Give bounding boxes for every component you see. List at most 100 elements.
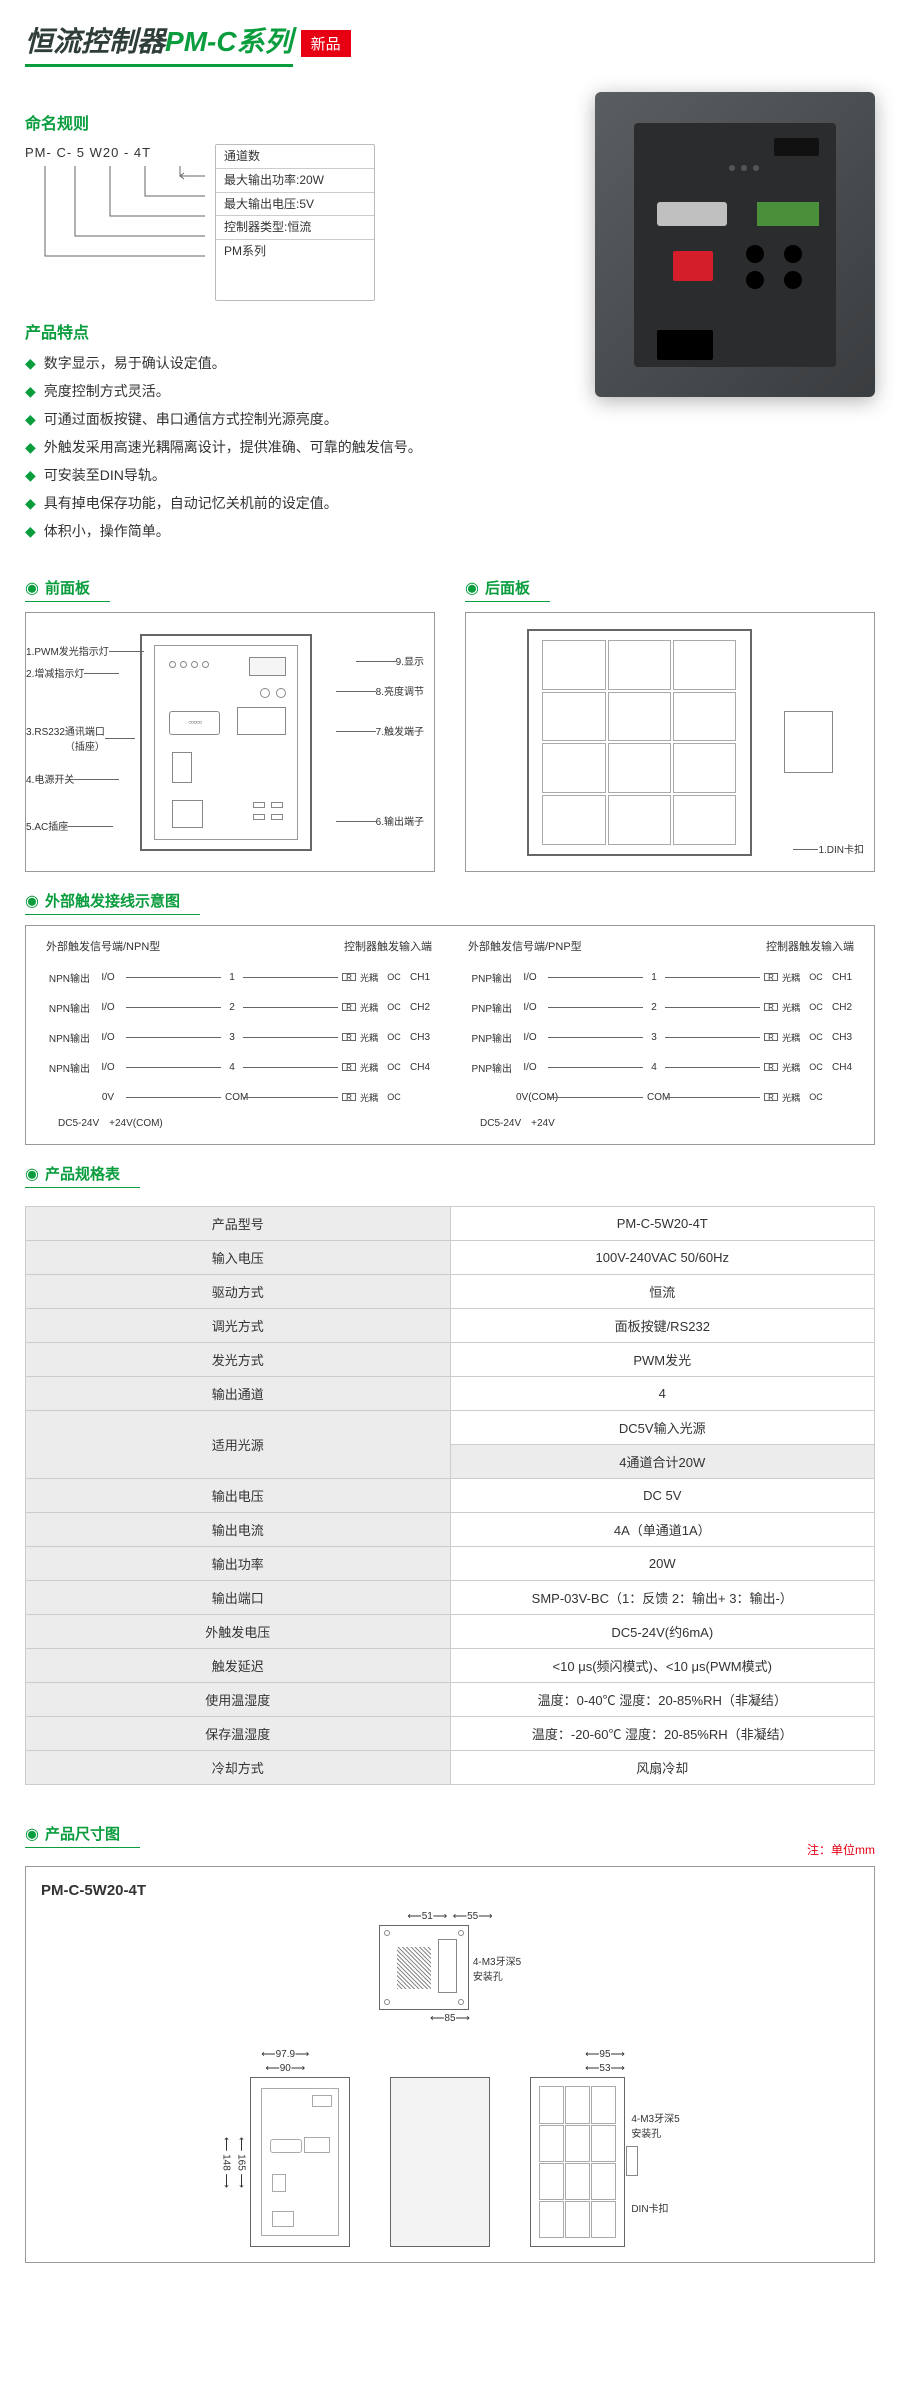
table-row: 输入电压100V-240VAC 50/60Hz [26,1241,875,1275]
callout: 6.输出端子 [376,813,424,828]
spec-label: 产品型号 [26,1207,451,1241]
spec-value: 20W [450,1547,875,1581]
naming-lines-svg [25,166,205,296]
section-naming: 命名规则 [25,110,565,134]
spec-label: 输出功率 [26,1547,451,1581]
table-row: 触发延迟<10 μs(频闪模式)、<10 μs(PWM模式) [26,1649,875,1683]
dim-view-top: ⟵51⟶ ⟵55⟶ 4-M3牙深5 安装孔 ⟵ 85 ⟶ [379,1911,521,2024]
table-row: 使用温湿度温度：0-40℃ 湿度：20-85%RH（非凝结） [26,1683,875,1717]
table-row: 输出功率20W [26,1547,875,1581]
spec-label: 触发延迟 [26,1649,451,1683]
marker-icon: ◉ [25,578,39,598]
wiring-row: 0VCOMR光耦OC [38,1082,440,1112]
wiring-row: NPN输出I/O3R光耦OCCH3 [38,1022,440,1052]
table-row: 输出通道4 [26,1377,875,1411]
table-row: 保存温湿度温度：-20-60℃ 湿度：20-85%RH（非凝结） [26,1717,875,1751]
table-row: 冷却方式风扇冷却 [26,1751,875,1785]
spec-table: 产品型号PM-C-5W20-4T输入电压100V-240VAC 50/60Hz驱… [25,1206,875,1785]
dim-view-back: ⟵ 95 ⟶ ⟵53⟶ 4-M3牙深5 安装孔 DIN卡扣 [530,2049,679,2247]
callout: 4.电源开关 [26,771,74,786]
spec-value: 面板按键/RS232 [450,1309,875,1343]
spec-value: 温度：-20-60℃ 湿度：20-85%RH（非凝结） [450,1717,875,1751]
marker-icon: ◉ [25,1164,39,1184]
feature: 可通过面板按键、串口通信方式控制光源亮度。 [25,409,565,429]
spec-label: 保存温湿度 [26,1717,451,1751]
wiring-diagram: 外部触发信号端/NPN型控制器触发输入端 NPN输出I/O1R光耦OCCH1NP… [25,925,875,1145]
new-badge: 新品 [301,30,351,57]
spec-value: PM-C-5W20-4T [450,1207,875,1241]
marker-icon: ◉ [465,578,479,598]
spec-label: 外触发电压 [26,1615,451,1649]
spec-value: 4A（单通道1A） [450,1513,875,1547]
dimensions-box: PM-C-5W20-4T ⟵51⟶ ⟵55⟶ 4-M3牙深5 安装孔 ⟵ 85 … [25,1866,875,2263]
table-row: 调光方式面板按键/RS232 [26,1309,875,1343]
naming-parts: PM- C- 5 W20 - 4T [25,144,205,162]
naming-label: 通道数 [216,145,374,169]
feature: 体积小，操作简单。 [25,521,565,541]
feature: 具有掉电保存功能，自动记忆关机前的设定值。 [25,493,565,513]
table-row: 适用光源DC5V输入光源 [26,1411,875,1445]
callout: 9.显示 [396,653,424,668]
feature: 外触发采用高速光耦隔离设计，提供准确、可靠的触发信号。 [25,437,565,457]
section-back-panel: ◉ 后面板 [465,577,550,602]
callout: 1.PWM发光指示灯 [26,643,109,658]
spec-value: SMP-03V-BC（1：反馈 2：输出+ 3：输出-） [450,1581,875,1615]
marker-icon: ◉ [25,1824,39,1844]
table-row: 发光方式PWM发光 [26,1343,875,1377]
spec-label: 输出端口 [26,1581,451,1615]
wiring-row: NPN输出I/O2R光耦OCCH2 [38,992,440,1022]
page-title: 恒流控制器PM-C系列 [25,20,293,67]
section-wiring: ◉ 外部触发接线示意图 [25,890,200,915]
naming-label: 最大输出功率:20W [216,169,374,193]
table-row: 外触发电压DC5-24V(约6mA) [26,1615,875,1649]
section-spec: ◉ 产品规格表 [25,1163,140,1188]
spec-value: 100V-240VAC 50/60Hz [450,1241,875,1275]
callout: 1.DIN卡扣 [818,841,864,856]
spec-value: 4 [450,1377,875,1411]
wiring-row: PNP输出I/O2R光耦OCCH2 [460,992,862,1022]
spec-label: 输出电流 [26,1513,451,1547]
front-panel-diagram: 1.PWM发光指示灯 2.增减指示灯 3.RS232通讯端口 （插座） 4.电源… [25,612,435,872]
spec-label: 驱动方式 [26,1275,451,1309]
table-row: 输出电压DC 5V [26,1479,875,1513]
spec-value: 4通道合计20W [450,1445,875,1479]
wiring-row: 0V(COM)COMR光耦OC [460,1082,862,1112]
feature: 数字显示，易于确认设定值。 [25,353,565,373]
table-row: 输出电流4A（单通道1A） [26,1513,875,1547]
table-row: 输出端口SMP-03V-BC（1：反馈 2：输出+ 3：输出-） [26,1581,875,1615]
page-header: 恒流控制器PM-C系列 新品 [25,20,875,67]
spec-value: DC 5V [450,1479,875,1513]
feature: 可安装至DIN导轨。 [25,465,565,485]
spec-value: DC5-24V(约6mA) [450,1615,875,1649]
naming-label: PM系列 [216,240,374,263]
spec-label: 输出通道 [26,1377,451,1411]
table-row: 产品型号PM-C-5W20-4T [26,1207,875,1241]
callout: 8.亮度调节 [376,683,424,698]
spec-value: DC5V输入光源 [450,1411,875,1445]
dim-view-side [390,2077,490,2247]
back-panel-diagram: 1.DIN卡扣 [465,612,875,872]
section-features: 产品特点 [25,319,565,343]
spec-label: 适用光源 [26,1411,451,1479]
dim-unit-note: 注：单位mm [807,1841,875,1858]
spec-label: 输入电压 [26,1241,451,1275]
naming-label: 最大输出电压:5V [216,193,374,217]
callout: 5.AC插座 [26,818,68,833]
callout: 7.触发端子 [376,723,424,738]
wiring-row: PNP输出I/O4R光耦OCCH4 [460,1052,862,1082]
spec-value: 温度：0-40℃ 湿度：20-85%RH（非凝结） [450,1683,875,1717]
spec-label: 发光方式 [26,1343,451,1377]
spec-value: 恒流 [450,1275,875,1309]
section-dims: ◉ 产品尺寸图 [25,1823,140,1848]
spec-label: 冷却方式 [26,1751,451,1785]
spec-label: 输出电压 [26,1479,451,1513]
naming-labels: 通道数 最大输出功率:20W 最大输出电压:5V 控制器类型:恒流 PM系列 [215,144,375,301]
spec-label: 使用温湿度 [26,1683,451,1717]
wiring-row: NPN输出I/O4R光耦OCCH4 [38,1052,440,1082]
naming-diagram: PM- C- 5 W20 - 4T 通道数 最大输出功率:20W 最大输出电 [25,144,565,301]
feature: 亮度控制方式灵活。 [25,381,565,401]
spec-label: 调光方式 [26,1309,451,1343]
section-front-panel: ◉ 前面板 [25,577,110,602]
marker-icon: ◉ [25,891,39,911]
spec-value: <10 μs(频闪模式)、<10 μs(PWM模式) [450,1649,875,1683]
